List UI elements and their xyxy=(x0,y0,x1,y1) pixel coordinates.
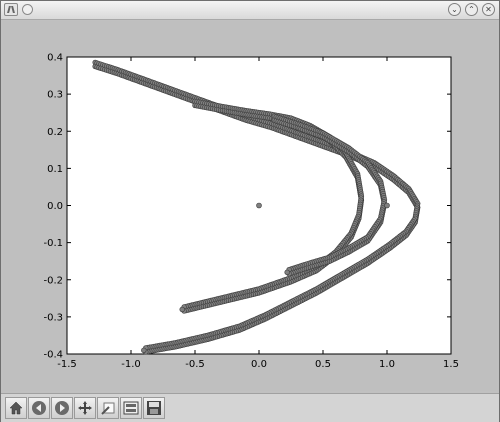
y-tick-label: -0.1 xyxy=(43,238,63,249)
title-bar: ⌄ ⌃ ✕ xyxy=(1,1,499,20)
forward-button[interactable] xyxy=(51,397,73,419)
save-button[interactable] xyxy=(143,397,165,419)
y-tick-label: 0.0 xyxy=(47,201,63,212)
y-tick-label: -0.4 xyxy=(43,350,63,361)
scatter-point xyxy=(284,269,290,276)
maximize-button[interactable]: ⌃ xyxy=(465,3,478,16)
x-axis-ticks: -1.5 -1.0 -0.5 0.0 0.5 1.0 1.5 xyxy=(57,57,459,370)
y-tick-label: 0.3 xyxy=(47,90,63,101)
zoom-rect-icon xyxy=(101,402,115,415)
floppy-disk-icon xyxy=(147,401,161,415)
subplots-icon xyxy=(123,401,139,415)
arrow-left-icon xyxy=(32,401,46,415)
x-tick-label: -1.0 xyxy=(121,359,141,370)
back-button[interactable] xyxy=(28,397,50,419)
data-points xyxy=(92,59,421,355)
zoom-button[interactable] xyxy=(97,397,119,419)
home-icon xyxy=(9,401,23,415)
y-tick-label: 0.4 xyxy=(47,53,63,64)
y-tick-label: 0.1 xyxy=(47,164,63,175)
minimize-button[interactable]: ⌄ xyxy=(448,3,461,16)
home-button[interactable] xyxy=(5,397,27,419)
figure-canvas[interactable]: -1.5 -1.0 -0.5 0.0 0.5 1.0 1.5 -0.4 -0.3 -0.2 -0.… xyxy=(3,21,497,391)
y-tick-label: -0.3 xyxy=(43,312,63,323)
scatter-point xyxy=(384,202,390,209)
x-tick-label: 1.5 xyxy=(443,359,459,370)
y-tick-label: -0.2 xyxy=(43,275,63,286)
window-menu-icon[interactable] xyxy=(22,4,33,15)
app-logo-icon xyxy=(4,3,18,16)
x-tick-label: -0.5 xyxy=(185,359,205,370)
pan-button[interactable] xyxy=(74,397,96,419)
navigation-toolbar xyxy=(1,393,499,422)
scatter-point xyxy=(141,347,147,353)
configure-subplots-button[interactable] xyxy=(120,397,142,419)
y-axis-ticks: -0.4 -0.3 -0.2 -0.1 0.0 0.1 0.2 0.3 0.4 xyxy=(43,53,451,361)
scatter-point xyxy=(256,202,262,209)
scatter-point xyxy=(179,306,185,313)
x-tick-label: 0.5 xyxy=(315,359,331,370)
move-icon xyxy=(78,401,92,415)
y-tick-label: 0.2 xyxy=(47,127,63,138)
x-tick-label: 1.0 xyxy=(379,359,395,370)
arrow-right-icon xyxy=(55,401,69,415)
x-tick-label: 0.0 xyxy=(251,359,267,370)
close-button[interactable]: ✕ xyxy=(482,3,495,16)
x-tick-label: -1.5 xyxy=(57,359,77,370)
scatter-chart: -1.5 -1.0 -0.5 0.0 0.5 1.0 1.5 -0.4-0.3-0.2-0.… xyxy=(43,53,459,371)
